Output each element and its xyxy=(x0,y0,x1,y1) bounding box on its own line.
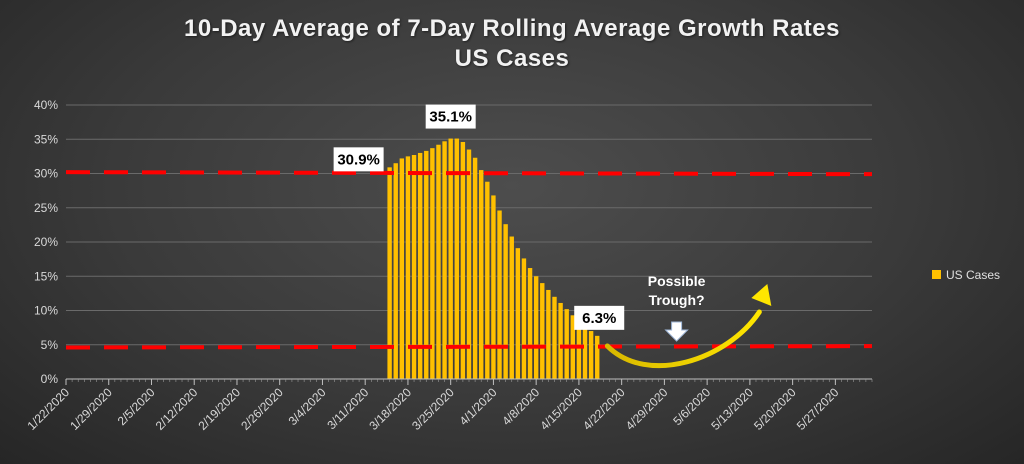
bar xyxy=(430,148,435,379)
bar xyxy=(503,224,508,379)
bar xyxy=(497,210,502,379)
x-tick-label: 3/25/2020 xyxy=(409,385,457,433)
down-arrow-icon xyxy=(664,321,689,342)
y-tick-label: 35% xyxy=(34,132,58,146)
chart-title-block: 10-Day Average of 7-Day Rolling Average … xyxy=(0,14,1024,74)
x-tick-label: 3/4/2020 xyxy=(286,385,329,428)
bar xyxy=(509,236,514,379)
chart-title: 10-Day Average of 7-Day Rolling Average … xyxy=(184,15,840,42)
legend-swatch xyxy=(932,270,941,279)
y-tick-label: 25% xyxy=(34,201,58,215)
bar xyxy=(540,283,545,379)
bar xyxy=(533,276,539,379)
bar xyxy=(515,248,521,379)
callout-box xyxy=(425,104,476,129)
y-tick-label: 40% xyxy=(34,98,58,112)
bar xyxy=(417,152,423,379)
x-tick-label: 3/18/2020 xyxy=(366,385,414,433)
x-tick-label: 5/20/2020 xyxy=(751,385,799,433)
bars xyxy=(387,138,600,379)
bar xyxy=(424,150,429,379)
bar xyxy=(485,181,490,379)
x-tick-label: 5/13/2020 xyxy=(708,385,756,433)
trough-annotation: Possible Trough? xyxy=(604,273,772,369)
annotation-text: Trough? xyxy=(649,292,705,308)
bar xyxy=(527,268,533,379)
callouts: 30.9% 35.1% 6.3% xyxy=(333,104,625,330)
bar xyxy=(436,144,441,379)
bar xyxy=(588,331,594,379)
bar xyxy=(564,309,569,379)
bar xyxy=(442,141,447,379)
x-tick-label: 2/5/2020 xyxy=(115,385,158,428)
callout-label: 6.3% xyxy=(582,310,616,327)
bar xyxy=(582,326,588,379)
callout-label: 30.9% xyxy=(337,151,380,168)
callout-box xyxy=(333,147,384,172)
x-tick-label: 2/19/2020 xyxy=(195,385,243,433)
x-tick-label: 2/26/2020 xyxy=(238,385,286,433)
callout-label: 35.1% xyxy=(429,109,472,126)
bar xyxy=(552,296,557,379)
reference-line xyxy=(65,170,873,177)
legend-label: US Cases xyxy=(946,268,1000,282)
bar xyxy=(595,335,600,379)
reference-line xyxy=(65,344,873,350)
y-tick-label: 15% xyxy=(34,269,58,283)
x-tick-label: 1/22/2020 xyxy=(24,385,72,433)
x-tick-label: 4/1/2020 xyxy=(457,385,500,428)
curved-arrow-head-icon xyxy=(751,284,772,306)
callout-box xyxy=(574,305,625,330)
bar xyxy=(448,138,453,379)
bar xyxy=(466,149,472,379)
bar xyxy=(472,157,478,379)
bar xyxy=(405,156,411,379)
y-tick-label: 20% xyxy=(34,235,58,249)
bar xyxy=(479,170,484,379)
axes: 0% 5% 10% 15% 20% 25% 30% 35% 40% 1/22/20201/29/2… xyxy=(24,98,873,433)
bar xyxy=(491,195,496,379)
reference-lines xyxy=(65,170,873,350)
legend: US Cases xyxy=(932,268,1000,282)
x-tick-label: 2/12/2020 xyxy=(153,385,201,433)
y-tick-label: 5% xyxy=(41,338,59,352)
y-tick-label: 30% xyxy=(34,167,58,181)
curved-arrow-icon xyxy=(604,309,762,369)
bar xyxy=(576,320,582,379)
x-tick-label: 5/27/2020 xyxy=(794,385,842,433)
annotation-text: Possible xyxy=(648,273,706,289)
x-tick-label: 4/29/2020 xyxy=(623,385,671,433)
x-tick-label: 5/6/2020 xyxy=(670,385,713,428)
x-tick-label: 4/15/2020 xyxy=(537,385,585,433)
x-tick-label: 4/22/2020 xyxy=(580,385,628,433)
bar xyxy=(460,141,466,379)
bar xyxy=(546,289,551,379)
x-tick-label: 4/8/2020 xyxy=(499,385,542,428)
bar xyxy=(387,167,392,379)
bar xyxy=(558,302,563,379)
bar xyxy=(411,155,417,379)
x-tick-label: 3/11/2020 xyxy=(324,385,371,432)
y-tick-label: 0% xyxy=(41,372,59,386)
bar xyxy=(393,163,398,379)
bar xyxy=(454,138,459,379)
y-tick-label: 10% xyxy=(34,304,58,318)
bar xyxy=(399,158,405,379)
x-tick-label: 1/29/2020 xyxy=(67,385,115,433)
bar xyxy=(521,258,527,379)
chart-subtitle: US Cases xyxy=(454,45,570,72)
